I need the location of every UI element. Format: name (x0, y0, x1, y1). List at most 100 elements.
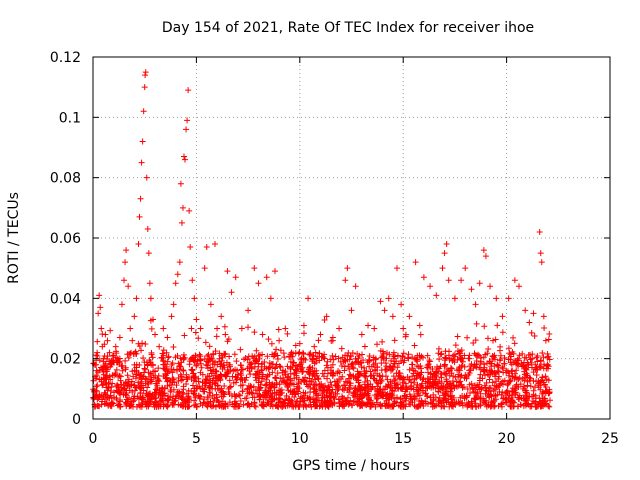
data-point (255, 280, 261, 286)
data-point (177, 259, 183, 265)
data-point (142, 341, 148, 347)
data-point (232, 351, 238, 357)
data-point (229, 289, 235, 295)
chart-title: Day 154 of 2021, Rate Of TEC Index for r… (162, 20, 534, 36)
data-point (417, 322, 423, 328)
data-point (222, 332, 228, 338)
data-point (405, 355, 411, 361)
data-point (139, 160, 145, 166)
data-point (474, 321, 480, 327)
x-axis-tick-labels: 0 5 10 15 20 25 (89, 431, 619, 447)
data-point (131, 313, 137, 319)
data-point (260, 332, 266, 338)
data-point (359, 332, 365, 338)
data-point (253, 404, 259, 410)
data-point (485, 346, 491, 352)
data-point (342, 277, 348, 283)
data-point (405, 351, 411, 357)
data-point (191, 295, 197, 301)
data-point (264, 274, 270, 280)
data-point (371, 326, 377, 332)
data-point (455, 333, 461, 339)
data-point (213, 368, 219, 374)
data-point (188, 325, 194, 331)
data-point (221, 383, 227, 389)
data-point (142, 84, 148, 90)
data-point (538, 358, 544, 364)
y-tick-label: 0 (72, 412, 81, 428)
data-point (182, 355, 188, 361)
y-tick-label: 0.08 (50, 171, 81, 187)
data-point (189, 277, 195, 283)
data-point (140, 138, 146, 144)
data-point (362, 344, 368, 350)
data-point (512, 277, 518, 283)
data-point (138, 196, 144, 202)
data-point (510, 335, 516, 341)
data-point (107, 328, 113, 334)
data-point (181, 154, 187, 160)
data-point (126, 355, 132, 361)
data-point (164, 335, 170, 341)
data-point (301, 322, 307, 328)
data-point (171, 301, 177, 307)
data-point (516, 283, 522, 289)
data-point (458, 277, 464, 283)
data-point (537, 229, 543, 235)
data-point (538, 250, 544, 256)
data-point (395, 353, 401, 359)
data-point (396, 370, 402, 376)
data-point (183, 126, 189, 132)
data-point (143, 69, 149, 75)
data-point (129, 338, 135, 344)
data-point (125, 283, 131, 289)
data-point (146, 250, 152, 256)
data-point (199, 365, 205, 371)
data-point (413, 259, 419, 265)
data-point (493, 295, 499, 301)
data-point (446, 348, 452, 354)
data-point (165, 402, 171, 408)
data-point (94, 339, 100, 345)
data-point (241, 356, 247, 362)
data-point (175, 271, 181, 277)
data-point (421, 274, 427, 280)
data-point (104, 338, 110, 344)
data-point (268, 295, 274, 301)
data-point (94, 368, 100, 374)
data-point (184, 117, 190, 123)
x-tick-label: 15 (394, 431, 412, 447)
data-point (97, 304, 103, 310)
data-point (214, 326, 220, 332)
data-point (418, 332, 424, 338)
data-point (245, 307, 251, 313)
data-point (407, 367, 413, 373)
x-tick-label: 10 (291, 431, 309, 447)
data-point (124, 351, 130, 357)
data-point (442, 250, 448, 256)
data-point (133, 295, 139, 301)
y-axis-label: ROTI / TECUs (6, 192, 22, 284)
data-point (466, 356, 472, 362)
data-point (506, 345, 512, 351)
data-point (137, 214, 143, 220)
data-point (117, 373, 123, 379)
data-point (155, 365, 161, 371)
data-point (499, 313, 505, 319)
data-point (377, 298, 383, 304)
data-point (344, 265, 350, 271)
data-point (392, 337, 398, 343)
data-point (102, 332, 108, 338)
data-point (522, 307, 528, 313)
data-point (487, 376, 493, 382)
data-point (442, 371, 448, 377)
data-point (512, 340, 518, 346)
data-point (336, 326, 342, 332)
data-point (386, 295, 392, 301)
data-point (121, 277, 127, 283)
data-point (125, 372, 131, 378)
data-point (114, 367, 120, 373)
data-point (117, 335, 123, 341)
data-point (452, 295, 458, 301)
